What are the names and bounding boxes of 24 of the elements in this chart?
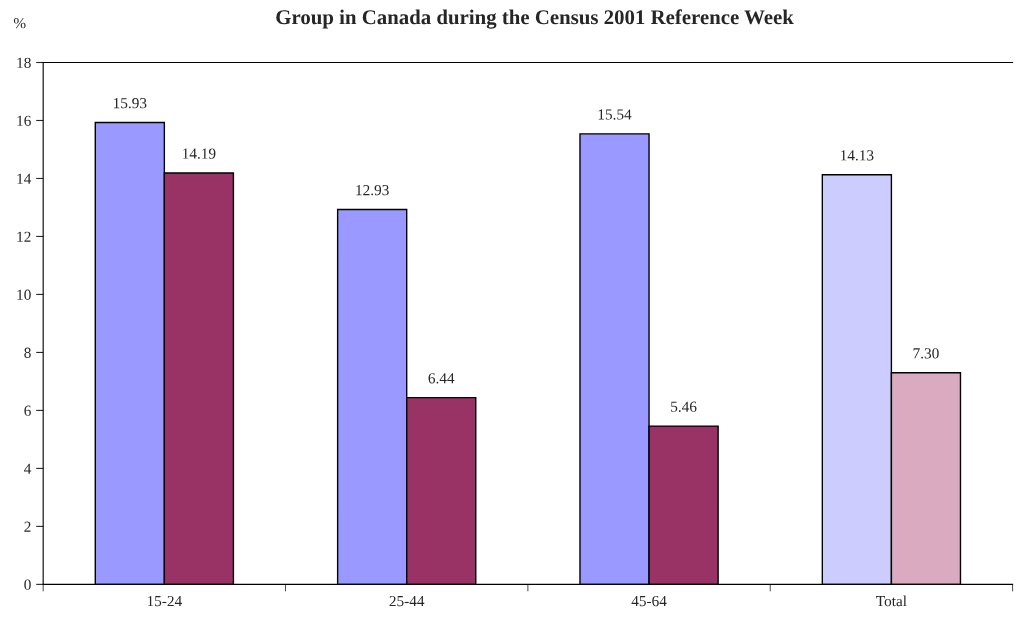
- x-tick-label: Total: [876, 595, 907, 607]
- y-tick-label: 8: [24, 347, 31, 358]
- y-tick-label: 4: [24, 463, 32, 474]
- text: 12.93: [356, 185, 389, 196]
- y-tick-label: 0: [24, 579, 31, 590]
- y-axis-title: %: [13, 17, 26, 29]
- y-tick-label: 2: [24, 521, 31, 532]
- text: 7.30: [913, 348, 939, 359]
- y-tick-label: 14: [17, 173, 32, 184]
- text: 15.54: [598, 109, 632, 120]
- text: 14.19: [183, 148, 216, 159]
- chart-title: Group in Canada during the Census 2001 Reference Week: [276, 9, 794, 29]
- y-tick-label: 12: [17, 231, 31, 242]
- text: 6.44: [428, 373, 455, 384]
- text: 5.46: [671, 401, 697, 412]
- y-tick-label: 18: [17, 57, 31, 68]
- y-tick-label: 16: [17, 115, 31, 126]
- y-tick-label: 10: [17, 289, 31, 300]
- x-tick-label: 15-24: [147, 595, 182, 607]
- x-tick-label: 45-64: [631, 595, 667, 607]
- text: 14.13: [841, 150, 874, 161]
- y-tick-label: 6: [24, 405, 31, 416]
- x-tick-label: 25-44: [389, 595, 425, 607]
- text: 15.93: [113, 98, 147, 109]
